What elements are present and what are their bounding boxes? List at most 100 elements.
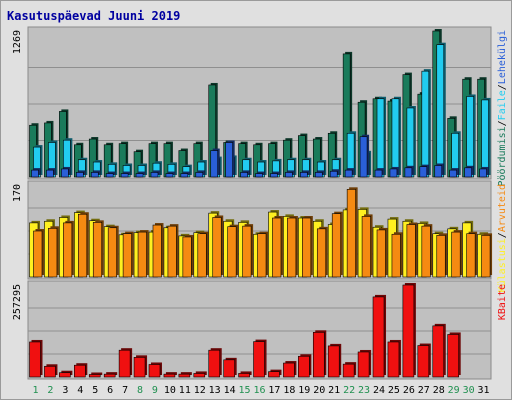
chart-title: Kasutuspäevad Juuni 2019 xyxy=(7,9,180,23)
bar-bottom-s0-day-27 xyxy=(417,345,430,378)
bar-mid-s1-day-3 xyxy=(63,222,73,278)
chart-panels: 1269Pöördumisi/Faile/Lehekülgi170Külastu… xyxy=(12,26,508,380)
bar-bottom-s0-day-8 xyxy=(133,357,146,378)
bar-mid-s1-day-10 xyxy=(167,225,177,278)
bar-bottom-s0-day-5-shadow xyxy=(91,372,103,375)
bar-top-s1-day-24 xyxy=(376,98,385,178)
bar-bottom-s0-day-3 xyxy=(59,372,71,378)
panel-bottom: 257295 KBaite xyxy=(12,280,508,380)
bar-mid-s1-day-22 xyxy=(346,189,356,278)
day-label-31: 31 xyxy=(478,385,490,396)
bar-mid-s1-day-20 xyxy=(316,228,327,278)
bar-top-s2-day-20 xyxy=(314,172,323,178)
bar-mid-s1-day-17 xyxy=(272,217,282,278)
day-label-25: 25 xyxy=(388,385,400,396)
bar-mid-s1-day-1 xyxy=(33,230,43,278)
day-label-2: 2 xyxy=(47,385,53,396)
day-label-18: 18 xyxy=(283,385,295,396)
bar-mid-s1-day-13 xyxy=(212,217,222,278)
bar-bottom-s0-day-5 xyxy=(88,374,101,378)
day-label-30: 30 xyxy=(463,385,475,396)
bar-top-s2-day-13 xyxy=(210,150,219,178)
bar-mid-s1-day-8 xyxy=(137,231,147,278)
bar-top-s2-day-11 xyxy=(180,173,189,178)
day-label-28: 28 xyxy=(433,385,445,396)
bar-top-s2-day-23 xyxy=(359,136,368,178)
bar-mid-s1-day-16 xyxy=(257,233,267,278)
bar-mid-s1-day-23 xyxy=(361,216,371,278)
bar-mid-s1-day-30 xyxy=(466,233,476,278)
panel-mid: 170 Külastusi/Arvuteid xyxy=(12,180,508,292)
bar-top-s2-day-24 xyxy=(374,169,383,178)
bar-bottom-s0-day-16 xyxy=(253,341,265,378)
day-axis: 1 2 3 4 5 6 7 8 9 10 11 12 13 14 15 16 17 18 19 20 21 22 23 24 2… xyxy=(32,385,489,396)
bar-top-s2-day-17 xyxy=(270,173,278,178)
day-label-26: 26 xyxy=(403,385,415,396)
bar-mid-s1-day-7 xyxy=(122,233,132,278)
bar-bottom-s0-day-25 xyxy=(387,341,400,378)
bar-top-s2-day-27 xyxy=(419,166,428,178)
bar-top-s2-day-1 xyxy=(31,169,39,178)
bar-top-s1-day-30 xyxy=(466,96,474,178)
bar-mid-s1-day-15 xyxy=(242,225,252,278)
bar-top-s2-day-30 xyxy=(464,167,472,178)
bar-bottom-s0-day-9 xyxy=(148,364,161,378)
bar-mid-s1-day-25 xyxy=(391,233,401,278)
bar-bottom-s0-day-15 xyxy=(238,373,250,378)
bar-bottom-s0-day-7 xyxy=(118,349,131,378)
day-label-1: 1 xyxy=(32,385,38,396)
bar-mid-s1-day-12 xyxy=(197,233,207,278)
bar-bottom-s0-day-4 xyxy=(74,364,86,378)
bar-top-s2-day-16 xyxy=(255,173,263,178)
bar-mid-s1-day-27 xyxy=(421,225,431,278)
bar-mid-s1-day-11 xyxy=(182,236,192,278)
bar-bottom-s0-day-23 xyxy=(357,351,370,378)
day-label-7: 7 xyxy=(122,385,128,396)
legend-bottom-item-0: KBaite xyxy=(497,284,508,320)
day-label-16: 16 xyxy=(253,385,265,396)
bar-top-s2-day-5 xyxy=(90,172,99,178)
bar-top-s2-day-3 xyxy=(61,168,69,178)
bar-mid-s1-day-18 xyxy=(287,217,297,278)
bar-bottom-s0-day-22 xyxy=(342,363,355,378)
bar-mid-s1-day-19 xyxy=(302,217,312,278)
day-label-24: 24 xyxy=(373,385,385,396)
bar-bottom-s0-day-21 xyxy=(327,345,340,378)
bar-mid-s1-day-26 xyxy=(406,224,416,278)
bar-bottom-s0-day-17 xyxy=(268,371,280,378)
day-label-10: 10 xyxy=(164,385,176,396)
bar-top-s1-day-28 xyxy=(436,44,445,178)
bar-top-s2-day-31 xyxy=(479,168,487,178)
legend-top-item-3: / xyxy=(497,84,508,90)
day-label-4: 4 xyxy=(77,385,83,396)
day-label-11: 11 xyxy=(179,385,191,396)
day-label-6: 6 xyxy=(107,385,113,396)
bar-top-s1-day-27 xyxy=(421,70,430,178)
bar-top-s2-day-12 xyxy=(195,172,204,178)
bar-mid-s1-day-21 xyxy=(331,213,342,278)
panel-top-ytick-max: 1269 xyxy=(12,30,23,54)
legend-mid-item-2: Arvuteid xyxy=(497,184,508,232)
panel-top-legend: Pöördumisi/Faile/Lehekülgi xyxy=(497,30,508,187)
bar-top-s2-day-18 xyxy=(285,172,293,178)
day-label-12: 12 xyxy=(194,385,206,396)
legend-mid-item-0: Külastusi xyxy=(497,238,508,292)
day-label-13: 13 xyxy=(209,385,221,396)
bar-bottom-s0-day-20 xyxy=(312,332,325,378)
panel-mid-bars xyxy=(29,187,493,278)
bar-bottom-s0-day-12 xyxy=(193,373,206,378)
day-label-14: 14 xyxy=(224,385,236,396)
panel-mid-ytick-max: 170 xyxy=(12,184,23,202)
bar-mid-s1-day-31 xyxy=(481,235,491,278)
bar-bottom-s0-day-18 xyxy=(283,362,295,378)
bar-top-s2-day-4 xyxy=(76,172,84,178)
bar-top-s2-day-14 xyxy=(225,142,233,178)
bar-top-s2-day-19 xyxy=(300,172,308,178)
legend-top-item-0: Pöördumisi xyxy=(497,126,508,186)
bar-bottom-s0-day-10 xyxy=(163,373,176,378)
bar-top-s2-day-25 xyxy=(389,168,398,178)
legend-mid-item-1: / xyxy=(497,232,508,238)
bar-mid-s1-day-4 xyxy=(78,213,88,278)
